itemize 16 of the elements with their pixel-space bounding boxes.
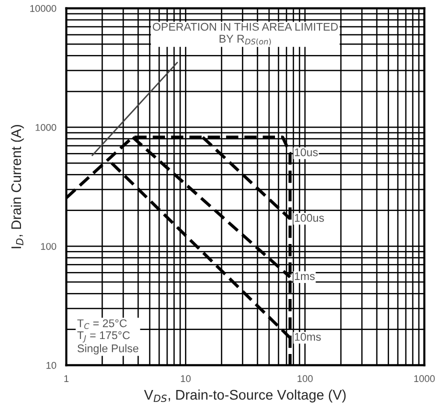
- series-label: 10ms: [294, 332, 321, 341]
- y-tick-label: 100: [41, 242, 56, 250]
- x-tick-label: 1000: [414, 375, 435, 382]
- annotation: OPERATION IN THIS AREA LIMITED BY R$_{DS(on)}$: [152, 22, 338, 46]
- series-label: 100us: [294, 214, 324, 222]
- annotation: T$_{C}$ = 25°C T$_{J}$ = 175°C Single Pulse: [77, 319, 138, 354]
- y-tick-label: 1000: [36, 124, 56, 131]
- series-label: 1ms: [294, 272, 315, 280]
- y-tick-label: 10: [46, 362, 56, 369]
- series-label: 10us: [294, 148, 318, 156]
- y-axis-title: I$_{D}$, Drain Current (A): [10, 125, 24, 248]
- x-axis-title: V$_{DS}$, Drain-to-Source Voltage (V): [144, 390, 346, 402]
- x-tick-label: 100: [298, 375, 313, 382]
- y-tick-label: 10000: [30, 5, 56, 12]
- x-tick-label: 1: [64, 375, 69, 382]
- x-tick-label: 10: [180, 375, 191, 382]
